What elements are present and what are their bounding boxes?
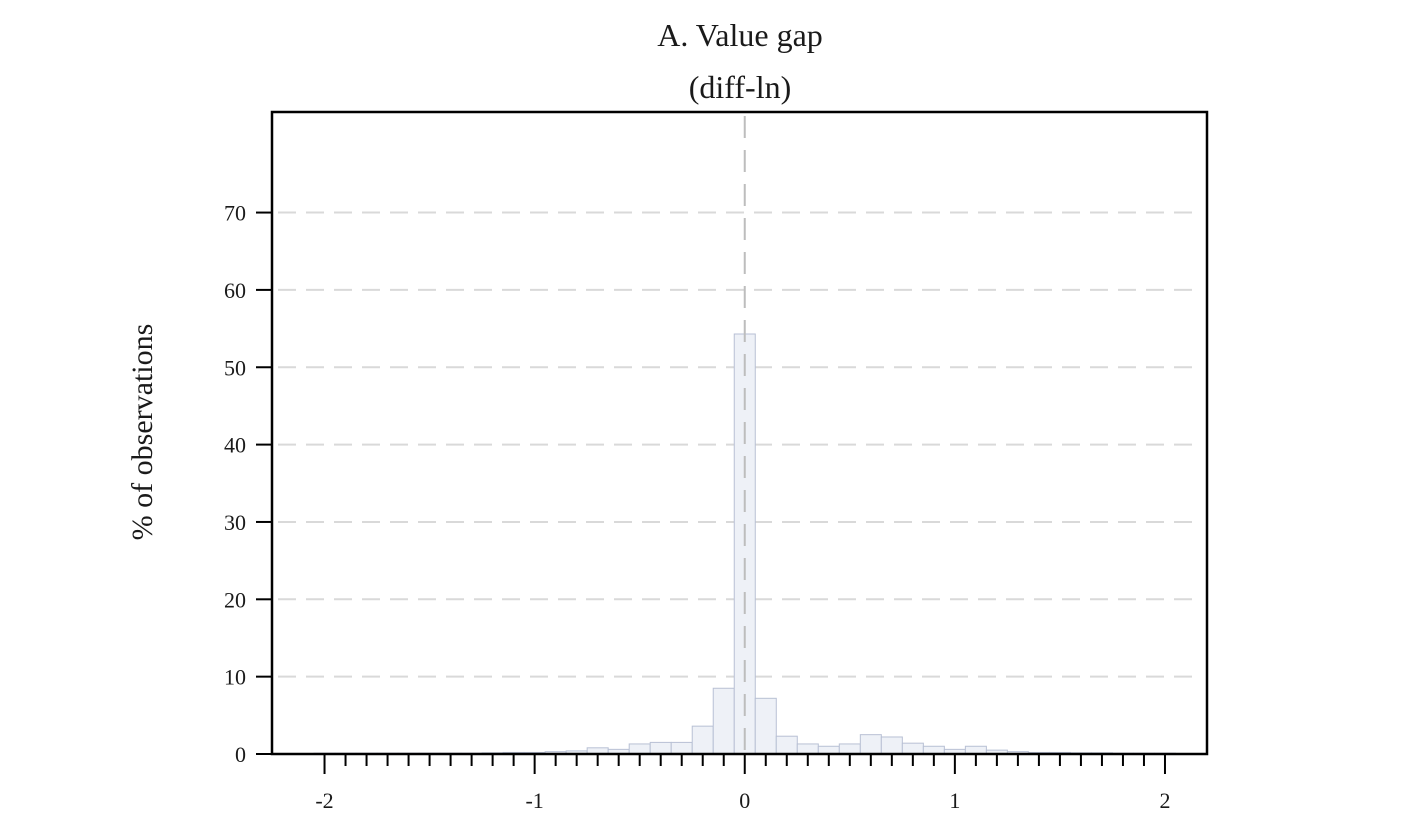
plot-frame bbox=[270, 110, 1209, 756]
y-tick-label-50: 50 bbox=[224, 355, 246, 380]
y-tick-label-40: 40 bbox=[224, 433, 246, 458]
y-tick-label-30: 30 bbox=[224, 510, 246, 535]
x-axis: -2 -1 0 1 2 bbox=[315, 754, 1170, 813]
y-tick-label-0: 0 bbox=[235, 742, 246, 767]
chart-title: A. Value gap bbox=[657, 17, 823, 53]
bar-17 bbox=[670, 741, 693, 755]
bar-25 bbox=[838, 743, 861, 755]
bar-28 bbox=[901, 742, 924, 755]
x-tick-label--2: -2 bbox=[315, 788, 333, 813]
chart-subtitle: (diff-ln) bbox=[689, 69, 791, 105]
bar-26 bbox=[859, 734, 882, 755]
x-tick-label-2: 2 bbox=[1159, 788, 1170, 813]
bar-18 bbox=[691, 725, 714, 755]
bar-22 bbox=[775, 735, 798, 755]
x-tick-label--1: -1 bbox=[525, 788, 543, 813]
x-tick-label-0: 0 bbox=[739, 788, 750, 813]
y-tick-label-10: 10 bbox=[224, 665, 246, 690]
bar-15 bbox=[628, 743, 651, 755]
bar-19 bbox=[712, 687, 735, 755]
bar-21 bbox=[754, 697, 777, 755]
bar-23 bbox=[796, 743, 819, 755]
y-axis-label: % of observations bbox=[126, 324, 159, 541]
y-axis: 0 10 20 30 40 50 60 70 bbox=[224, 201, 272, 767]
y-tick-label-60: 60 bbox=[224, 278, 246, 303]
x-tick-label-1: 1 bbox=[949, 788, 960, 813]
bar-27 bbox=[880, 736, 903, 755]
y-tick-label-20: 20 bbox=[224, 587, 246, 612]
y-tick-label-70: 70 bbox=[224, 201, 246, 226]
bar-16 bbox=[649, 741, 672, 755]
